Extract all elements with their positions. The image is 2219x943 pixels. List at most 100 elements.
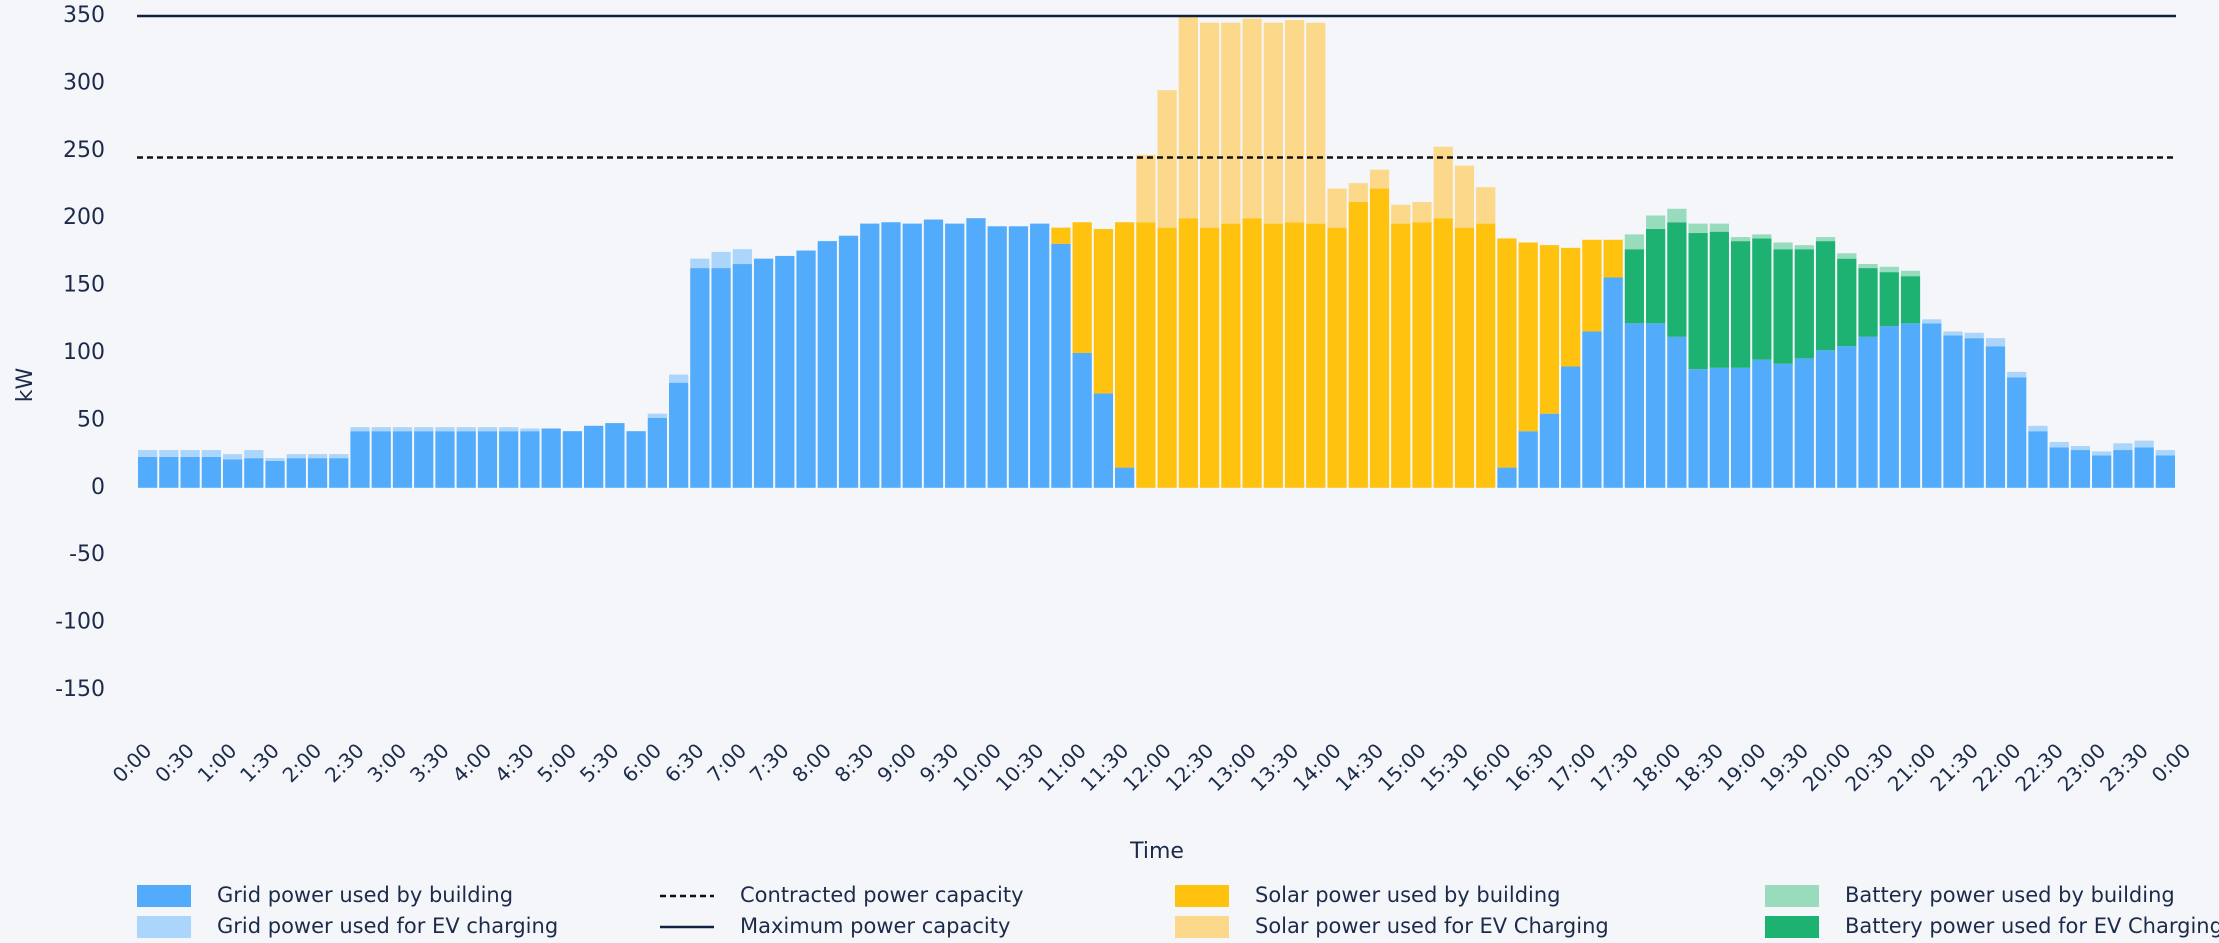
- x-tick-label: 5:00: [532, 738, 581, 787]
- bar-segment: [222, 454, 243, 460]
- bar-segment: [1582, 331, 1602, 488]
- bar-segment: [265, 460, 285, 488]
- bar-segment: [1985, 338, 2006, 347]
- bar-segment: [265, 458, 285, 461]
- bar-segment: [1985, 346, 2006, 488]
- x-tick-label: 17:00: [1543, 738, 1601, 796]
- x-tick-label: 12:00: [1118, 738, 1176, 796]
- bar-segment: [541, 428, 561, 488]
- bar-segment: [668, 374, 689, 383]
- y-tick-label: -150: [55, 677, 105, 702]
- y-tick-label: 200: [63, 205, 105, 230]
- y-tick-label: 250: [63, 138, 105, 163]
- bar-segment: [1136, 222, 1156, 488]
- bar-segment: [180, 456, 200, 488]
- bar-segment: [414, 431, 434, 488]
- bar-segment: [1667, 336, 1687, 488]
- bar-segment: [1157, 90, 1177, 228]
- bar-segment: [1348, 183, 1368, 203]
- y-tick-label: 300: [63, 70, 105, 95]
- bar-segment: [1306, 223, 1326, 488]
- bar-segment: [1879, 272, 1899, 327]
- x-tick-label: 0:30: [150, 738, 199, 787]
- x-tick-label: 20:30: [1840, 738, 1898, 796]
- bar-segment: [1837, 346, 1857, 488]
- bar-segment: [1900, 276, 1921, 324]
- bar-segment: [307, 454, 328, 459]
- bar-segment: [690, 258, 710, 269]
- bar-segment: [1561, 247, 1581, 367]
- bar-segment: [350, 427, 370, 432]
- bar-segment: [1964, 338, 1984, 488]
- bar-segment: [1115, 222, 1135, 468]
- bar-segment: [456, 431, 476, 488]
- bar-segment: [1242, 18, 1262, 219]
- bar-segment: [1561, 366, 1581, 488]
- bar-segment: [1221, 22, 1241, 224]
- legend-swatch: [137, 916, 191, 938]
- bar-segment: [1646, 323, 1666, 488]
- bar-segment: [520, 428, 540, 432]
- bar-segment: [1497, 238, 1517, 468]
- bar-segment: [1794, 245, 1814, 250]
- bar-segment: [1369, 169, 1390, 189]
- bar-segment: [1369, 188, 1390, 488]
- bar-segment: [2134, 447, 2154, 488]
- bar-segment: [1008, 226, 1029, 488]
- bar-segment: [499, 431, 519, 488]
- y-tick-label: 0: [91, 475, 105, 500]
- bar-segment: [1136, 154, 1156, 223]
- x-tick-label: 16:00: [1458, 738, 1516, 796]
- bar-segment: [1603, 239, 1623, 278]
- bar-segment: [1072, 353, 1092, 488]
- bar-segment: [1624, 323, 1645, 488]
- bar-segment: [2155, 455, 2175, 488]
- x-tick-label: 11:30: [1076, 738, 1134, 796]
- bar-segment: [2070, 450, 2091, 488]
- bar-segment: [1667, 208, 1687, 223]
- bar-segment: [626, 431, 646, 488]
- bar-segment: [817, 241, 837, 488]
- x-tick-label: 10:30: [991, 738, 1049, 796]
- x-tick-label: 8:30: [830, 738, 879, 787]
- bar-segment: [1518, 431, 1538, 488]
- bar-segment: [2007, 371, 2027, 378]
- bar-segment: [1837, 253, 1857, 259]
- bar-segment: [1688, 233, 1708, 370]
- bar-segment: [945, 223, 965, 488]
- bar-segment: [753, 258, 774, 488]
- bar-segment: [1433, 146, 1453, 219]
- bar-segment: [1667, 222, 1687, 337]
- bar-segment: [711, 251, 731, 269]
- bar-segment: [902, 223, 922, 488]
- bar-segment: [1688, 369, 1708, 488]
- bar-segment: [1433, 218, 1453, 488]
- bar-segment: [1391, 223, 1411, 488]
- x-tick-label: 0:00: [108, 738, 157, 787]
- bar-segment: [2092, 451, 2112, 456]
- bar-segment: [1242, 218, 1262, 488]
- bar-segment: [222, 459, 243, 488]
- bar-segment: [1412, 202, 1432, 223]
- bar-segment: [1964, 332, 1984, 339]
- bar-segment: [1348, 202, 1368, 488]
- bar-segment: [2113, 450, 2133, 488]
- x-tick-label: 5:30: [575, 738, 624, 787]
- x-tick-label: 6:30: [660, 738, 709, 787]
- bar-segment: [1815, 237, 1836, 242]
- x-tick-label: 3:30: [405, 738, 454, 787]
- bar-segment: [1115, 467, 1135, 488]
- x-tick-label: 19:00: [1713, 738, 1771, 796]
- bar-segment: [1539, 413, 1560, 488]
- x-axis-label: Time: [1129, 839, 1184, 864]
- bar-segment: [1306, 22, 1326, 224]
- bar-segment: [1178, 16, 1198, 219]
- bar-segment: [1051, 243, 1071, 488]
- bar-segment: [1730, 241, 1751, 368]
- bar-segment: [1773, 363, 1793, 488]
- x-tick-label: 3:00: [363, 738, 412, 787]
- legend-swatch: [1175, 885, 1229, 907]
- x-tick-label: 12:30: [1161, 738, 1219, 796]
- bar-segment: [329, 454, 349, 459]
